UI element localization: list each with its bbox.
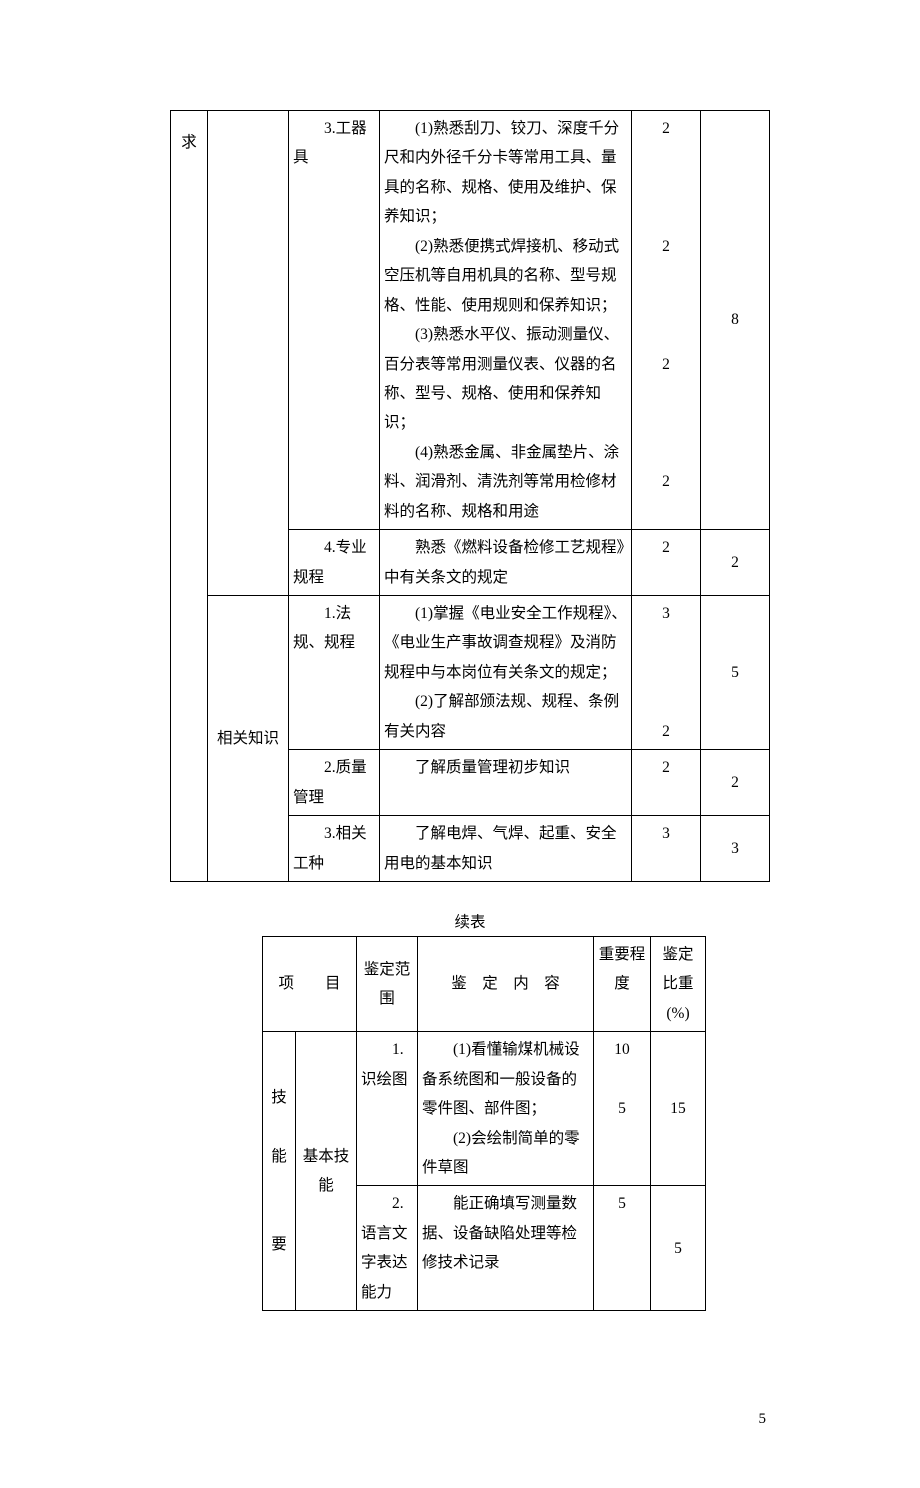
scope-text: 4.专业规程 bbox=[293, 533, 375, 592]
cell-project: 技 能 要 bbox=[263, 1032, 296, 1311]
header-weight-line: (%) bbox=[655, 999, 701, 1028]
importance-value: 2 bbox=[636, 717, 696, 746]
cell-content: 熟悉《燃料设备检修工艺规程》中有关条文的规定 bbox=[380, 530, 632, 596]
cell-weight: 2 bbox=[701, 750, 770, 816]
cell-weight: 8 bbox=[701, 111, 770, 530]
cell-weight: 2 bbox=[701, 530, 770, 596]
scope-text: 3.相关工种 bbox=[293, 819, 375, 878]
cell-importance: 3 2 bbox=[632, 596, 701, 750]
cell-scope: 4.专业规程 bbox=[289, 530, 380, 596]
cell-importance: 5 bbox=[594, 1186, 651, 1311]
cell-weight: 15 bbox=[651, 1032, 706, 1186]
importance-value: 2 bbox=[636, 114, 696, 143]
content-line: (1)掌握《电业安全工作规程》、《电业生产事故调查规程》及消防规程中与本岗位有关… bbox=[384, 599, 627, 687]
table-row: 相关知识 1.法规、规程 (1)掌握《电业安全工作规程》、《电业生产事故调查规程… bbox=[171, 596, 770, 750]
cell-project: 求 bbox=[171, 111, 208, 882]
cell-weight: 5 bbox=[651, 1186, 706, 1311]
cell-importance: 2 2 2 2 bbox=[632, 111, 701, 530]
cell-scope: 2.语言文字表达能力 bbox=[357, 1186, 418, 1311]
content-line: (2)了解部颁法规、规程、条例有关内容 bbox=[384, 687, 627, 746]
cell-content: (1)看懂输煤机械设备系统图和一般设备的零件图、部件图； (2)会绘制简单的零件… bbox=[418, 1032, 594, 1186]
header-weight-line: 鉴定比重 bbox=[655, 940, 701, 999]
scope-text: 2.质量管理 bbox=[293, 753, 375, 812]
content-line: (2)会绘制简单的零件草图 bbox=[422, 1124, 589, 1183]
table-header-row: 项 目 鉴定范围 鉴 定 内 容 重要程度 鉴定比重 (%) bbox=[263, 936, 706, 1031]
cell-category: 相关知识 bbox=[208, 596, 289, 882]
scope-text: 1.识绘图 bbox=[361, 1035, 413, 1094]
table-caption: 续表 bbox=[170, 910, 770, 932]
cell-content: (1)掌握《电业安全工作规程》、《电业生产事故调查规程》及消防规程中与本岗位有关… bbox=[380, 596, 632, 750]
cell-scope: 1.识绘图 bbox=[357, 1032, 418, 1186]
scope-text: 1.法规、规程 bbox=[293, 599, 375, 658]
content-line: (3)熟悉水平仪、振动测量仪、百分表等常用测量仪表、仪器的名称、型号、规格、使用… bbox=[384, 320, 627, 438]
project-char: 能 bbox=[267, 1142, 291, 1171]
importance-value: 2 bbox=[636, 350, 696, 379]
scope-text: 2.语言文字表达能力 bbox=[361, 1189, 413, 1307]
importance-value: 3 bbox=[636, 599, 696, 628]
cell-weight: 5 bbox=[701, 596, 770, 750]
page: 求 3.工器具 (1)熟悉刮刀、铰刀、深度千分尺和内外径千分卡等常用工具、量具的… bbox=[0, 0, 920, 1488]
cell-importance: 2 bbox=[632, 750, 701, 816]
cell-category bbox=[208, 111, 289, 596]
cell-importance: 3 bbox=[632, 816, 701, 882]
project-label: 求 bbox=[181, 134, 197, 151]
cell-scope: 2.质量管理 bbox=[289, 750, 380, 816]
table-row: 求 3.工器具 (1)熟悉刮刀、铰刀、深度千分尺和内外径千分卡等常用工具、量具的… bbox=[171, 111, 770, 530]
header-weight: 鉴定比重 (%) bbox=[651, 936, 706, 1031]
cell-content: 了解质量管理初步知识 bbox=[380, 750, 632, 816]
scope-text: 3.工器具 bbox=[293, 114, 375, 173]
cell-scope: 3.工器具 bbox=[289, 111, 380, 530]
cell-weight: 3 bbox=[701, 816, 770, 882]
cell-content: 能正确填写测量数据、设备缺陷处理等检修技术记录 bbox=[418, 1186, 594, 1311]
content-line: 了解电焊、气焊、起重、安全用电的基本知识 bbox=[384, 819, 627, 878]
importance-value: 5 bbox=[598, 1094, 646, 1123]
header-project: 项 目 bbox=[263, 936, 357, 1031]
content-line: (1)看懂输煤机械设备系统图和一般设备的零件图、部件图； bbox=[422, 1035, 589, 1123]
header-scope: 鉴定范围 bbox=[357, 936, 418, 1031]
table-2: 项 目 鉴定范围 鉴 定 内 容 重要程度 鉴定比重 (%) 技 能 要 bbox=[262, 936, 706, 1311]
content-line: 了解质量管理初步知识 bbox=[384, 753, 627, 782]
cell-scope: 3.相关工种 bbox=[289, 816, 380, 882]
header-content: 鉴 定 内 容 bbox=[418, 936, 594, 1031]
header-importance: 重要程度 bbox=[594, 936, 651, 1031]
cell-content: (1)熟悉刮刀、铰刀、深度千分尺和内外径千分卡等常用工具、量具的名称、规格、使用… bbox=[380, 111, 632, 530]
cell-category: 基本技能 bbox=[296, 1032, 357, 1311]
project-char: 技 bbox=[267, 1083, 291, 1112]
content-line: (1)熟悉刮刀、铰刀、深度千分尺和内外径千分卡等常用工具、量具的名称、规格、使用… bbox=[384, 114, 627, 232]
table-row: 技 能 要 基本技能 1.识绘图 (1)看懂输煤机械设备系统图和一般设备的零件图… bbox=[263, 1032, 706, 1186]
cell-scope: 1.法规、规程 bbox=[289, 596, 380, 750]
page-number: 5 bbox=[170, 1311, 770, 1428]
content-line: (2)熟悉便携式焊接机、移动式空压机等自用机具的名称、型号规格、性能、使用规则和… bbox=[384, 232, 627, 320]
importance-value: 2 bbox=[636, 467, 696, 496]
importance-value: 10 bbox=[598, 1035, 646, 1064]
importance-value: 2 bbox=[636, 232, 696, 261]
content-line: 熟悉《燃料设备检修工艺规程》中有关条文的规定 bbox=[384, 533, 627, 592]
cell-importance: 10 5 bbox=[594, 1032, 651, 1186]
cell-importance: 2 bbox=[632, 530, 701, 596]
content-line: (4)熟悉金属、非金属垫片、涂料、润滑剂、清洗剂等常用检修材料的名称、规格和用途 bbox=[384, 438, 627, 526]
project-char: 要 bbox=[267, 1230, 291, 1259]
content-line: 能正确填写测量数据、设备缺陷处理等检修技术记录 bbox=[422, 1189, 589, 1277]
cell-content: 了解电焊、气焊、起重、安全用电的基本知识 bbox=[380, 816, 632, 882]
table-1: 求 3.工器具 (1)熟悉刮刀、铰刀、深度千分尺和内外径千分卡等常用工具、量具的… bbox=[170, 110, 770, 882]
